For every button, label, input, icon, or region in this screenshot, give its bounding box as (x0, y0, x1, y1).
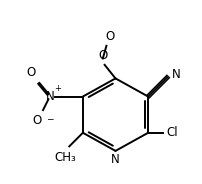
Text: +: + (54, 84, 61, 93)
Text: N: N (46, 90, 55, 103)
Text: Cl: Cl (166, 126, 178, 139)
Text: CH₃: CH₃ (54, 151, 76, 164)
Text: N: N (111, 153, 120, 166)
Text: O: O (105, 30, 115, 43)
Text: N: N (172, 68, 180, 81)
Text: O: O (32, 114, 41, 127)
Text: O: O (98, 49, 107, 62)
Text: O: O (26, 66, 36, 79)
Text: −: − (46, 114, 53, 123)
